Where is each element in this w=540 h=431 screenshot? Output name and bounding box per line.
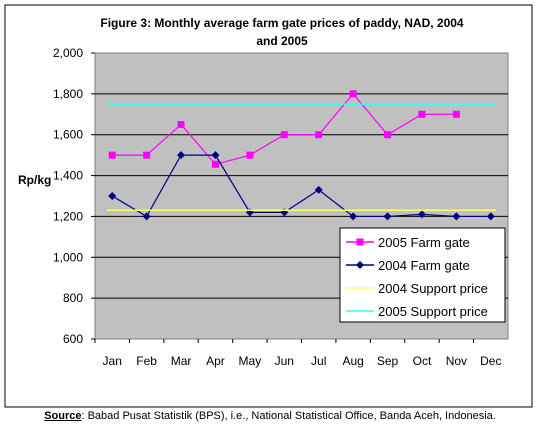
legend: 2005 Farm gate 2004 Farm gate 2004 Support… xyxy=(339,227,506,323)
source-label: Source xyxy=(44,410,82,422)
legend-entry: 2004 Farm gate xyxy=(346,258,470,273)
legend-label: 2004 Farm gate xyxy=(378,258,470,273)
x-tick-label: Apr xyxy=(206,354,225,368)
y-tick-label: 1,400 xyxy=(53,169,83,183)
data-point xyxy=(177,121,185,128)
data-point xyxy=(383,212,392,221)
source-text: : Babad Pusat Statistik (BPS), i.e., Nat… xyxy=(81,410,496,422)
series-1 xyxy=(108,90,460,168)
y-tick-label: 1,800 xyxy=(53,87,83,101)
legend-entry: 2005 Farm gate xyxy=(346,235,470,250)
x-tick-label: Oct xyxy=(413,354,432,368)
data-point xyxy=(280,131,288,139)
series-line xyxy=(111,154,491,218)
data-point xyxy=(108,192,117,200)
data-point xyxy=(211,160,219,168)
data-point xyxy=(452,110,460,118)
series-layer xyxy=(107,90,496,221)
y-tick-label: 1,200 xyxy=(53,209,83,223)
x-tick-label: Jun xyxy=(275,354,294,368)
x-tick-label: Sep xyxy=(377,354,399,368)
data-point xyxy=(177,151,186,160)
x-tick-label: Jan xyxy=(103,354,122,368)
legend-marker xyxy=(356,238,364,246)
legend-label: 2005 Support price xyxy=(378,304,488,319)
x-tick-label: Jul xyxy=(311,354,326,368)
data-point xyxy=(108,151,116,159)
data-point xyxy=(452,212,461,221)
y-axis-ticks: 600 800 1,000 1,200 1,400 1,600 1,800 2,000 xyxy=(53,46,95,346)
x-axis-ticks: Jan Feb Mar Apr May Jun Jul Aug Sep Oct Nov Dec xyxy=(94,339,501,368)
legend-box xyxy=(339,227,506,323)
data-point xyxy=(418,110,426,118)
x-tick-label: Aug xyxy=(342,354,363,368)
legend-marker xyxy=(356,261,364,269)
data-point xyxy=(315,131,323,139)
chart-title-line-1: Figure 3: Monthly average farm gate pric… xyxy=(100,16,464,30)
y-tick-label: 600 xyxy=(63,332,83,346)
source-note: Source: Babad Pusat Statistik (BPS), i.e… xyxy=(0,410,540,422)
data-point xyxy=(349,90,357,98)
y-tick-label: 2,000 xyxy=(53,46,83,60)
data-point xyxy=(384,131,392,139)
x-tick-label: Nov xyxy=(446,354,467,368)
y-tick-label: 1,600 xyxy=(53,128,83,142)
data-point xyxy=(142,212,151,221)
x-tick-label: Mar xyxy=(171,354,192,368)
data-point xyxy=(417,210,426,219)
legend-entry: 2005 Support price xyxy=(346,304,488,319)
data-point xyxy=(486,212,495,221)
legend-entry: 2004 Support price xyxy=(346,281,488,296)
y-tick-label: 800 xyxy=(63,291,83,305)
x-tick-label: Dec xyxy=(480,354,501,368)
chart-title-line-2: and 2005 xyxy=(256,34,308,48)
legend-label: 2005 Farm gate xyxy=(378,235,470,250)
series-2 xyxy=(108,151,495,221)
data-point xyxy=(349,212,358,221)
legend-label: 2004 Support price xyxy=(378,281,488,296)
y-tick-label: 1,000 xyxy=(53,250,83,264)
x-tick-label: May xyxy=(239,354,262,368)
data-point xyxy=(246,151,254,159)
data-point xyxy=(143,151,151,159)
y-axis-label: Rp/kg xyxy=(18,173,51,187)
data-point xyxy=(314,185,323,194)
x-tick-label: Feb xyxy=(136,354,157,368)
data-point xyxy=(211,151,220,160)
